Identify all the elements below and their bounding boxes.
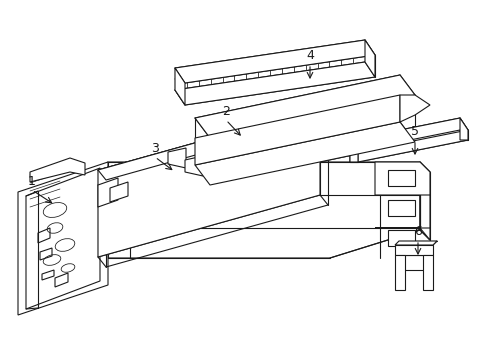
Text: 2: 2 — [222, 105, 229, 118]
Polygon shape — [394, 241, 436, 245]
Polygon shape — [387, 200, 414, 216]
Polygon shape — [175, 68, 184, 105]
Text: 4: 4 — [305, 49, 313, 62]
Polygon shape — [374, 228, 429, 240]
Polygon shape — [195, 95, 399, 165]
Polygon shape — [387, 230, 414, 246]
Polygon shape — [98, 108, 319, 257]
Text: 5: 5 — [410, 125, 418, 138]
Polygon shape — [98, 178, 118, 207]
Polygon shape — [349, 140, 357, 162]
Text: 6: 6 — [413, 225, 421, 238]
Polygon shape — [459, 118, 467, 140]
Polygon shape — [399, 95, 429, 122]
Polygon shape — [422, 255, 432, 290]
Polygon shape — [195, 75, 414, 138]
Polygon shape — [349, 118, 467, 152]
Polygon shape — [357, 130, 467, 162]
Text: 1: 1 — [28, 175, 36, 188]
Polygon shape — [110, 182, 128, 202]
Polygon shape — [374, 162, 429, 195]
Polygon shape — [184, 156, 203, 176]
Polygon shape — [419, 162, 429, 240]
Polygon shape — [98, 162, 419, 258]
Polygon shape — [18, 162, 108, 315]
Polygon shape — [98, 108, 327, 180]
Polygon shape — [349, 130, 459, 162]
Polygon shape — [394, 245, 432, 255]
Polygon shape — [364, 40, 374, 77]
Polygon shape — [387, 170, 414, 186]
Polygon shape — [195, 122, 414, 185]
Polygon shape — [175, 40, 374, 83]
Text: 3: 3 — [151, 142, 159, 155]
Polygon shape — [394, 255, 404, 290]
Polygon shape — [168, 148, 185, 168]
Polygon shape — [30, 158, 85, 182]
Polygon shape — [175, 62, 374, 105]
